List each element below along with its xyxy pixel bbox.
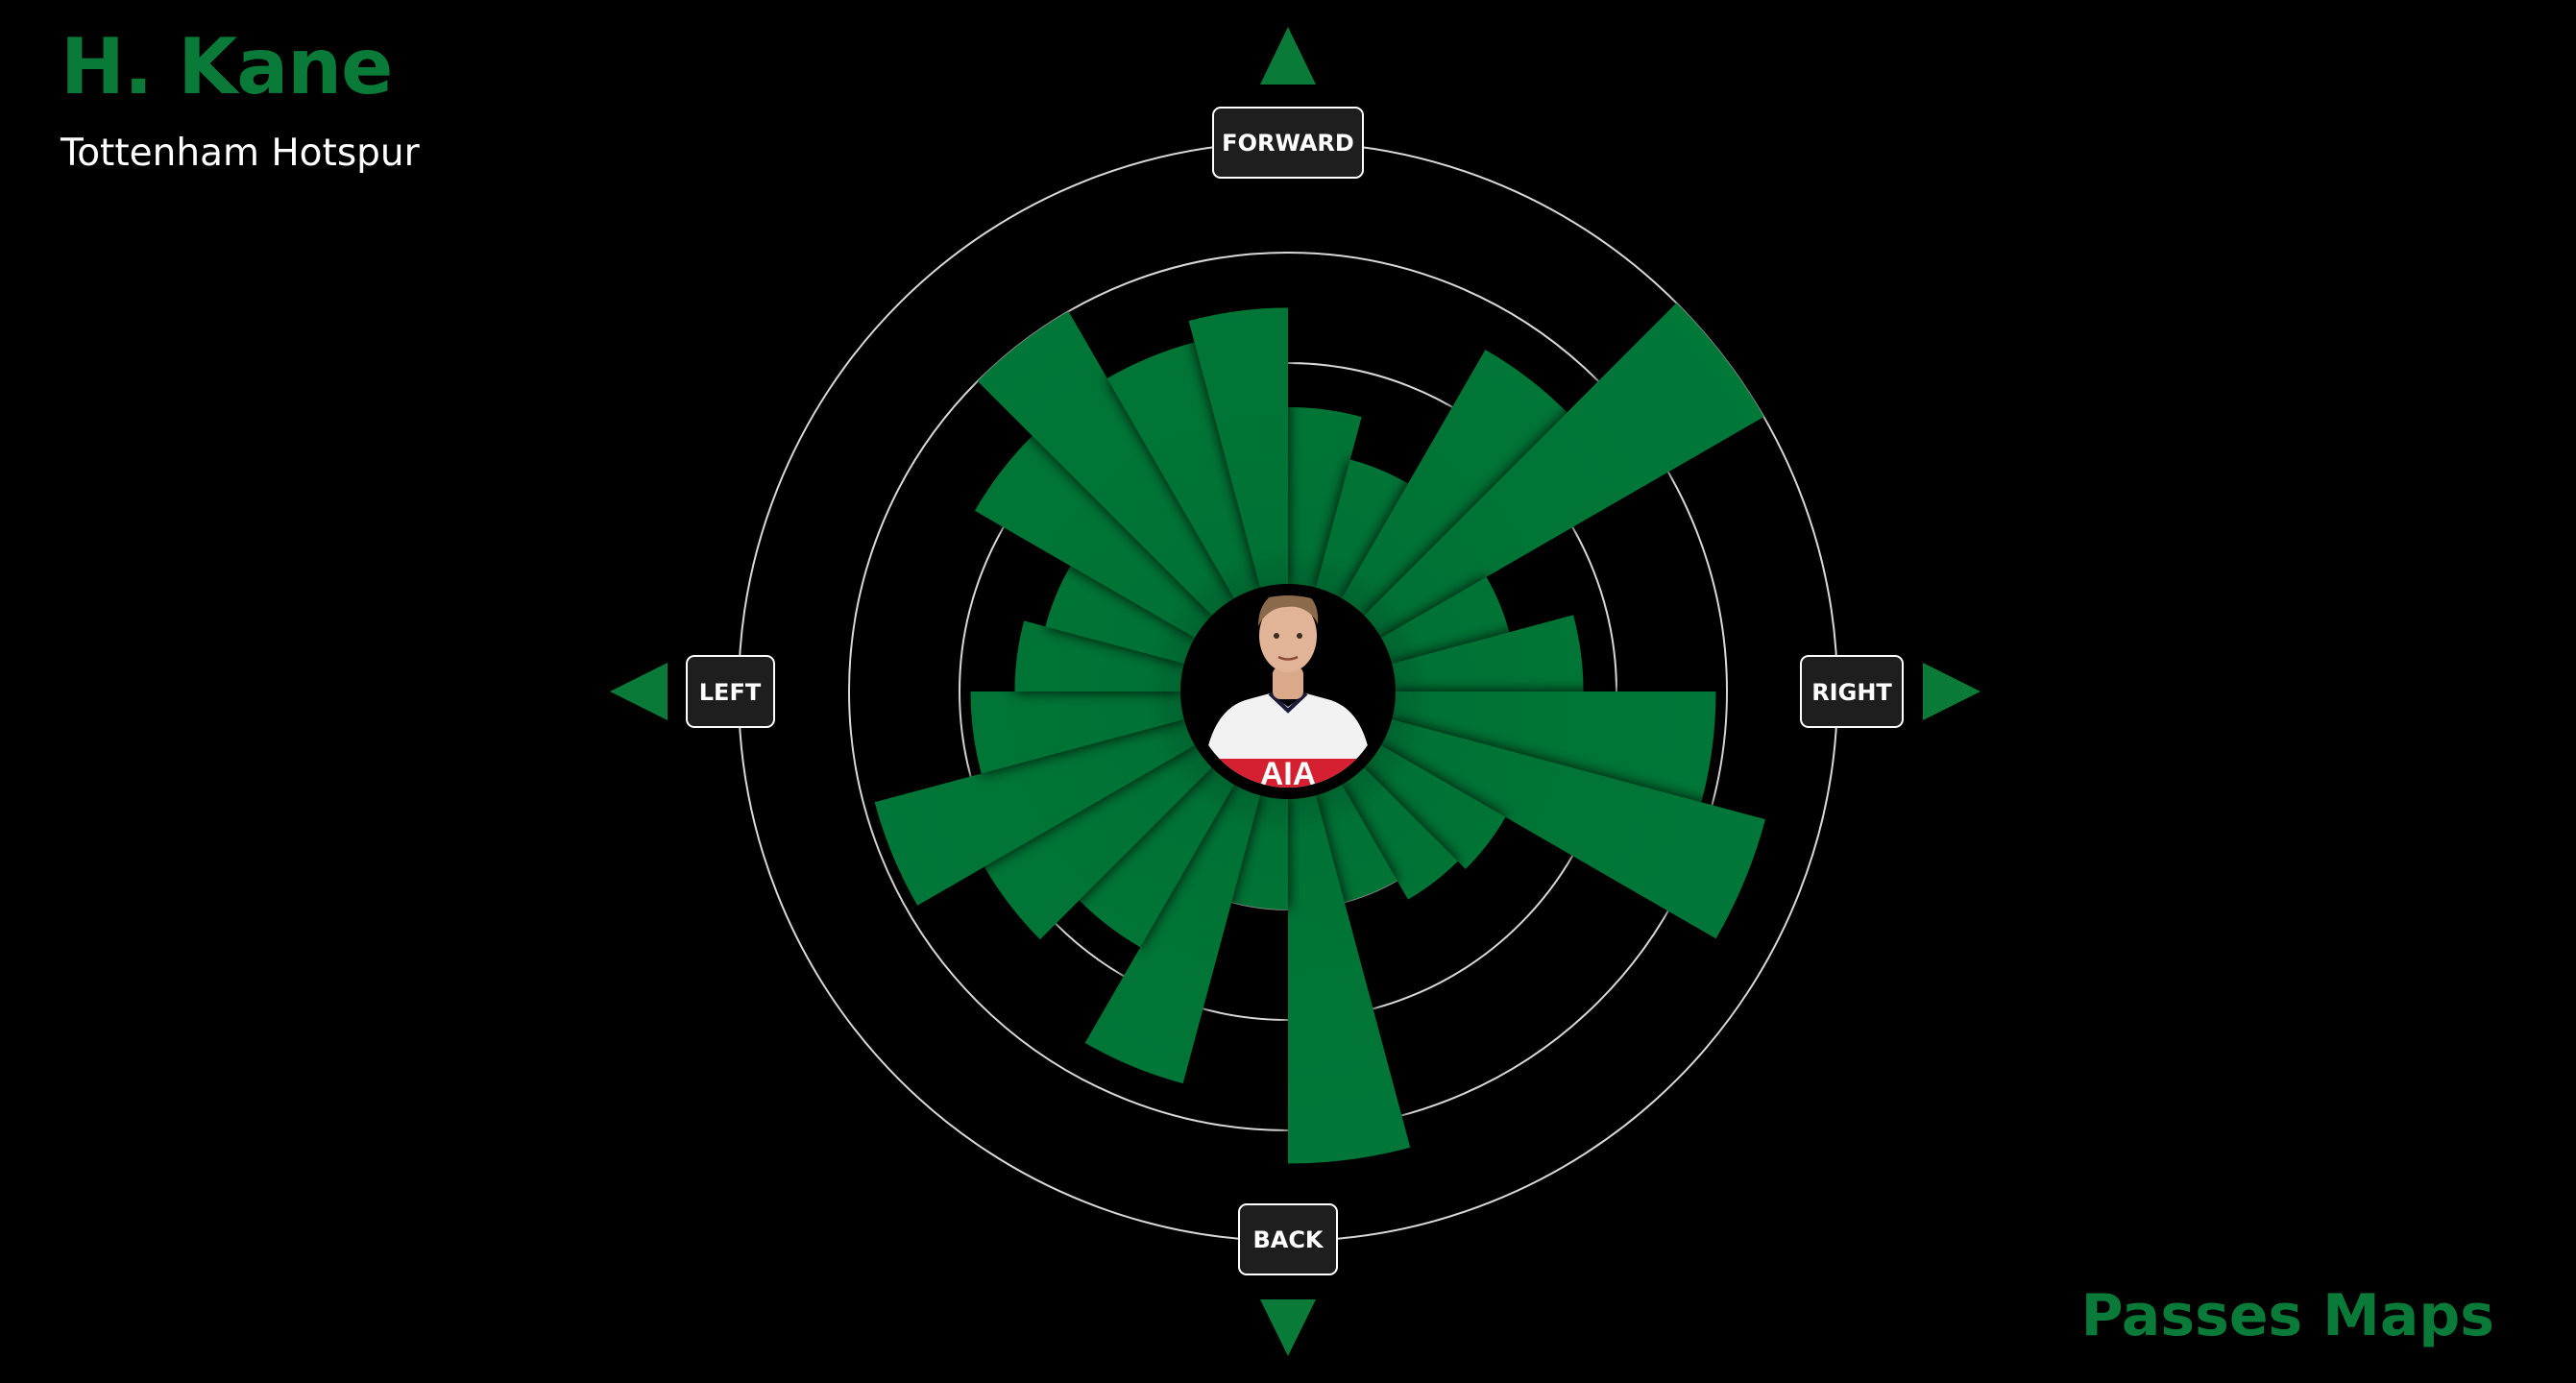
pass-bar-270deg	[1014, 620, 1186, 692]
pass-bar-45deg	[1362, 303, 1764, 639]
svg-text:AIA: AIA	[1260, 756, 1317, 792]
arrow-up-icon	[1260, 27, 1316, 85]
pass-bar-150deg	[1315, 783, 1397, 903]
pass-bar-135deg	[1341, 765, 1458, 900]
pass-bar-120deg	[1362, 744, 1506, 869]
right-label: RIGHT	[1811, 679, 1892, 706]
left-label-box	[686, 655, 775, 728]
pass-bar-105deg	[1379, 718, 1765, 939]
arrow-down-icon	[1260, 1299, 1316, 1356]
pass-bar-165deg	[1288, 793, 1411, 1164]
left-label: LEFT	[699, 679, 762, 706]
pass-bar-75deg	[1390, 615, 1584, 692]
pass-bar-330deg	[1106, 342, 1261, 600]
team-name: Tottenham Hotspur	[61, 132, 420, 175]
back-label: BACK	[1252, 1226, 1324, 1253]
pass-bar-0deg	[1288, 407, 1362, 590]
pass-bar-285deg	[1045, 566, 1197, 665]
forward-label: FORWARD	[1222, 130, 1354, 157]
pass-bar-255deg	[970, 692, 1186, 774]
pass-bar-210deg	[1079, 765, 1235, 948]
pass-bar-315deg	[977, 311, 1235, 618]
pass-bar-30deg	[1341, 350, 1567, 618]
forward-direction: FORWARD	[1212, 27, 1364, 179]
right-label-box	[1800, 655, 1904, 728]
back-label-box	[1238, 1203, 1338, 1275]
arrow-right-icon	[1923, 663, 1981, 720]
arrow-left-icon	[610, 663, 668, 720]
back-direction: BACK	[1238, 1203, 1338, 1356]
forward-label-box	[1212, 107, 1364, 179]
player-name: H. Kane	[61, 22, 393, 111]
pass-bar-240deg	[874, 718, 1197, 906]
right-direction: RIGHT	[1800, 655, 1981, 728]
pass-bar-225deg	[984, 744, 1214, 940]
pass-bar-15deg	[1315, 459, 1408, 600]
pass-bar-60deg	[1379, 576, 1510, 665]
avatar: AIA	[1180, 584, 1396, 799]
pass-bar-90deg	[1390, 692, 1716, 803]
page-footer-title: Passes Maps	[2080, 1282, 2494, 1349]
radar-bars	[874, 303, 1765, 1164]
left-direction: LEFT	[610, 655, 775, 728]
pass-bar-300deg	[974, 435, 1214, 639]
pass-bar-195deg	[1084, 783, 1261, 1084]
pass-bar-345deg	[1188, 307, 1288, 590]
pass-bar-180deg	[1231, 793, 1288, 910]
